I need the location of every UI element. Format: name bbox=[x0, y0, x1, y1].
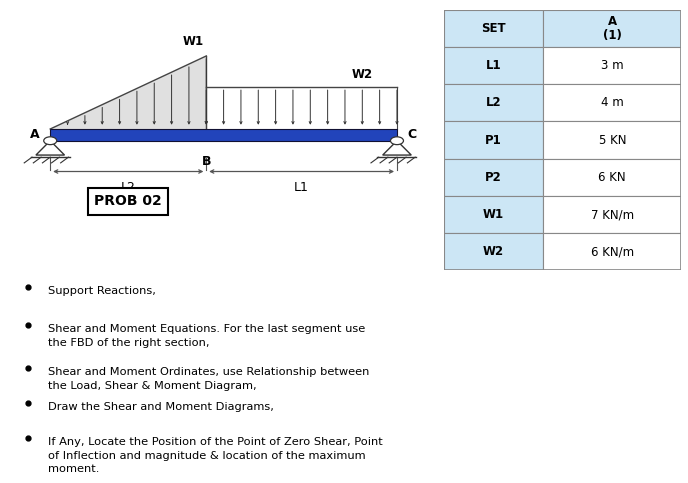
Bar bbox=[544, 233, 681, 270]
Bar bbox=[444, 233, 544, 270]
Text: L2: L2 bbox=[486, 96, 502, 109]
Text: 4 m: 4 m bbox=[601, 96, 623, 109]
Text: W2: W2 bbox=[352, 68, 373, 81]
Text: Support Reactions,: Support Reactions, bbox=[48, 286, 156, 297]
Bar bbox=[544, 196, 681, 233]
Text: P2: P2 bbox=[485, 171, 502, 184]
Polygon shape bbox=[383, 141, 411, 155]
Text: 5 KN: 5 KN bbox=[599, 134, 626, 146]
Text: 7 KN/m: 7 KN/m bbox=[591, 208, 634, 221]
Text: W1: W1 bbox=[483, 208, 504, 221]
Text: Shear and Moment Equations. For the last segment use
the FBD of the right sectio: Shear and Moment Equations. For the last… bbox=[48, 325, 365, 348]
Text: L1: L1 bbox=[486, 59, 502, 72]
Text: If Any, Locate the Position of the Point of Zero Shear, Point
of Inflection and : If Any, Locate the Position of the Point… bbox=[48, 437, 383, 474]
Polygon shape bbox=[36, 141, 65, 155]
Circle shape bbox=[44, 137, 56, 144]
Polygon shape bbox=[50, 56, 206, 129]
Text: L1: L1 bbox=[294, 181, 309, 194]
Text: SET: SET bbox=[482, 22, 506, 35]
Text: W2: W2 bbox=[483, 245, 504, 258]
Text: W1: W1 bbox=[183, 35, 204, 48]
Text: A: A bbox=[30, 128, 39, 142]
FancyBboxPatch shape bbox=[50, 129, 397, 141]
Bar bbox=[444, 159, 544, 196]
Bar bbox=[444, 121, 544, 159]
Text: B: B bbox=[202, 155, 211, 168]
Text: 3 m: 3 m bbox=[601, 59, 623, 72]
Bar bbox=[444, 10, 544, 47]
Bar bbox=[444, 196, 544, 233]
Text: A
(1): A (1) bbox=[603, 15, 622, 42]
Bar bbox=[544, 10, 681, 47]
Text: C: C bbox=[408, 128, 417, 142]
Text: L2: L2 bbox=[121, 181, 136, 194]
Text: 6 KN: 6 KN bbox=[599, 171, 626, 184]
Bar bbox=[444, 47, 544, 84]
Text: Shear and Moment Ordinates, use Relationship between
the Load, Shear & Moment Di: Shear and Moment Ordinates, use Relation… bbox=[48, 367, 369, 391]
Bar bbox=[544, 159, 681, 196]
Bar bbox=[444, 84, 544, 121]
Text: PROB 02: PROB 02 bbox=[94, 195, 162, 209]
Bar bbox=[544, 121, 681, 159]
Text: 6 KN/m: 6 KN/m bbox=[591, 245, 634, 258]
Bar bbox=[544, 84, 681, 121]
Text: P1: P1 bbox=[485, 134, 502, 146]
Text: Draw the Shear and Moment Diagrams,: Draw the Shear and Moment Diagrams, bbox=[48, 402, 274, 412]
Circle shape bbox=[391, 137, 403, 144]
Bar bbox=[544, 47, 681, 84]
